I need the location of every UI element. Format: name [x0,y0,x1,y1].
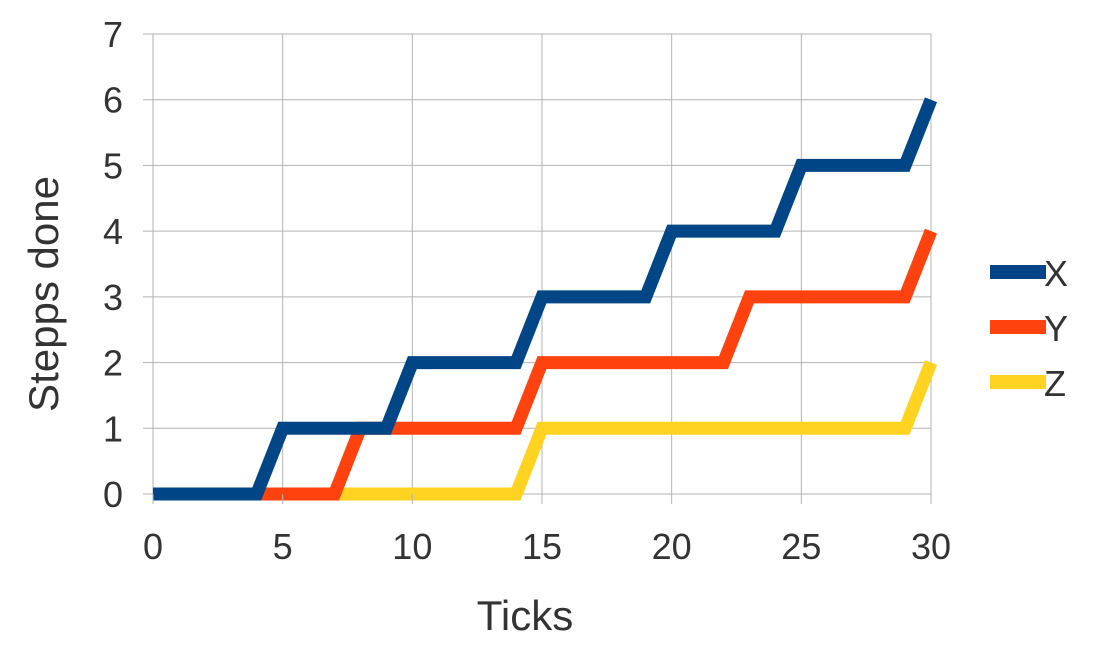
y-tick-label: 3 [103,277,123,318]
x-tick-label: 0 [143,526,163,567]
y-tick-label: 0 [103,474,123,515]
x-tick-label: 5 [273,526,293,567]
x-tick-label: 10 [392,526,432,567]
y-tick-label: 7 [103,14,123,55]
y-tick-label: 1 [103,408,123,449]
y-tick-label: 6 [103,80,123,121]
legend-label-x: X [1044,253,1068,294]
y-tick-label: 2 [103,343,123,384]
legend-swatch-x [990,265,1046,279]
x-tick-label: 25 [781,526,821,567]
legend-swatch-z [990,375,1046,389]
x-axis-ticks: 0 5 10 15 20 25 30 [143,494,951,567]
series-line-z [153,360,938,501]
y-tick-label: 5 [103,145,123,186]
x-tick-label: 20 [652,526,692,567]
series-line-y [153,228,938,501]
y-tick-label: 4 [103,211,123,252]
x-tick-label: 15 [522,526,562,567]
x-tick-label: 30 [911,526,951,567]
plot-area [153,97,938,501]
grid [152,33,932,495]
legend: XYZ [990,253,1068,404]
x-axis-title: Ticks [477,592,573,639]
legend-label-y: Y [1044,308,1068,349]
legend-label-z: Z [1044,363,1066,404]
y-axis-ticks: 0 1 2 3 4 5 6 7 [103,14,153,515]
series-line-x [153,97,938,501]
y-axis-title: Stepps done [20,176,67,412]
legend-swatch-y [990,320,1046,334]
